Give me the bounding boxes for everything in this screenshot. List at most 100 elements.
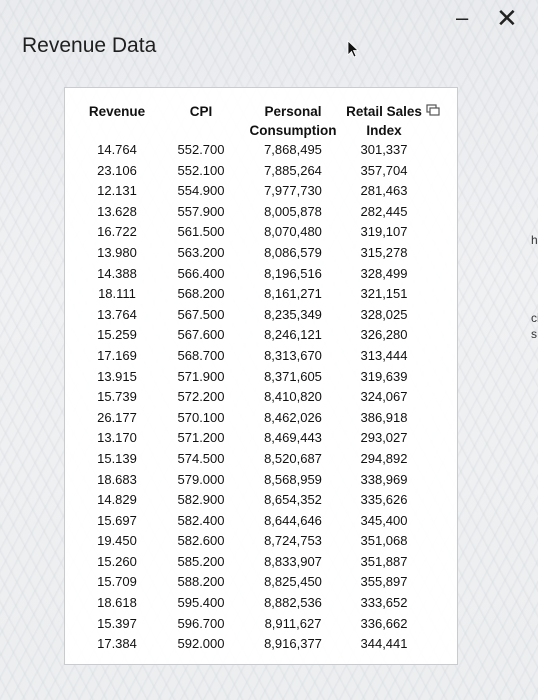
table-cell: 552.100 (177, 162, 225, 178)
table-row: 17.384 592.000 8,916,377 344,441 (77, 634, 427, 655)
table-cell: 8,644,646 (264, 512, 322, 528)
close-button[interactable]: ✕ (496, 3, 518, 33)
table-cell: 328,025 (360, 306, 408, 322)
table-cell: 7,977,730 (264, 183, 322, 199)
table-cell: 8,916,377 (264, 636, 322, 652)
table-cell: 321,151 (360, 286, 408, 302)
table-cell: 552.700 (177, 142, 225, 157)
table-cell: 574.500 (177, 450, 225, 466)
table-row: 18.683 579.000 8,568,959 338,969 (77, 470, 427, 491)
table-cell: 15.697 (97, 512, 137, 528)
table-cell: 336,662 (360, 615, 408, 631)
table-cell: 7,868,495 (264, 142, 322, 157)
table-cell: 13.980 (97, 244, 137, 260)
table-cell: 357,704 (360, 162, 408, 178)
table-cell: 8,568,959 (264, 471, 322, 487)
data-table-panel: Revenue CPI Personal Consumption Retail … (64, 87, 458, 665)
table-cell: 13.170 (97, 430, 137, 446)
table-cell: 319,107 (360, 224, 408, 240)
table-cell: 293,027 (360, 430, 408, 446)
table-cell: 335,626 (360, 492, 408, 508)
table-row: 15.397 596.700 8,911,627 336,662 (77, 614, 427, 635)
table-cell: 13.764 (97, 306, 137, 322)
table-row: 19.450 582.600 8,724,753 351,068 (77, 531, 427, 552)
table-cell: 568.700 (177, 347, 225, 363)
table-cell: 338,969 (360, 471, 408, 487)
table-cell: 282,445 (360, 203, 408, 219)
table-cell: 18.683 (97, 471, 137, 487)
table-cell: 355,897 (360, 574, 408, 590)
table-cell: 281,463 (360, 183, 408, 199)
table-cell: 15.260 (97, 553, 137, 569)
column-header: Retail Sales Index (346, 104, 422, 138)
table-row: 15.139 574.500 8,520,687 294,892 (77, 449, 427, 470)
table-cell: 7,885,264 (264, 162, 322, 178)
table-cell: 315,278 (360, 244, 408, 260)
table-cell: 567.500 (177, 306, 225, 322)
table-cell: 8,911,627 (264, 615, 322, 631)
table-cell: 351,887 (360, 553, 408, 569)
table-cell: 301,337 (360, 142, 408, 157)
table-cell: 18.618 (97, 595, 137, 611)
table-cell: 8,410,820 (264, 389, 322, 405)
table-cell: 579.000 (177, 471, 225, 487)
table-cell: 8,825,450 (264, 574, 322, 590)
table-cell: 566.400 (177, 265, 225, 281)
edge-text-fragment: s (531, 327, 537, 341)
table-cell: 386,918 (360, 409, 408, 425)
table-cell: 12.131 (97, 183, 137, 199)
edge-text-fragment: h (531, 233, 538, 247)
table-row: 15.739 572.200 8,410,820 324,067 (77, 387, 427, 408)
table-cell: 8,235,349 (264, 306, 322, 322)
pointer-arrow-icon (347, 40, 360, 58)
table-cell: 16.722 (97, 224, 137, 240)
table-row: 13.915 571.900 8,371,605 319,639 (77, 367, 427, 388)
table-cell: 15.259 (97, 327, 137, 343)
table-cell: 14.829 (97, 492, 137, 508)
revenue-data-table: Revenue CPI Personal Consumption Retail … (77, 102, 427, 655)
table-cell: 572.200 (177, 389, 225, 405)
table-cell: 8,724,753 (264, 533, 322, 549)
table-cell: 582.600 (177, 533, 225, 549)
table-cell: 15.397 (97, 615, 137, 631)
table-row: 14.829 582.900 8,654,352 335,626 (77, 490, 427, 511)
table-cell: 326,280 (360, 327, 408, 343)
table-cell: 8,469,443 (264, 430, 322, 446)
table-cell: 8,371,605 (264, 368, 322, 384)
table-row: 13.764 567.500 8,235,349 328,025 (77, 305, 427, 326)
table-row: 13.170 571.200 8,469,443 293,027 (77, 428, 427, 449)
table-row: 13.980 563.200 8,086,579 315,278 (77, 243, 427, 264)
table-cell: 561.500 (177, 224, 225, 240)
table-cell: 554.900 (177, 183, 225, 199)
table-cell: 595.400 (177, 595, 225, 611)
table-cell: 571.900 (177, 368, 225, 384)
table-cell: 8,313,670 (264, 347, 322, 363)
table-header-row: Revenue CPI Personal Consumption Retail … (77, 102, 427, 140)
copy-icon[interactable] (426, 104, 440, 116)
window-title: Revenue Data (22, 34, 157, 57)
table-cell: 344,441 (360, 636, 408, 652)
table-cell: 8,520,687 (264, 450, 322, 466)
table-cell: 8,882,536 (264, 595, 322, 611)
table-cell: 8,005,878 (264, 203, 322, 219)
table-cell: 15.139 (97, 450, 137, 466)
table-row: 13.628 557.900 8,005,878 282,445 (77, 202, 427, 223)
edge-text-fragment: ci (531, 311, 538, 325)
minimize-button[interactable]: – (456, 5, 469, 30)
table-cell: 596.700 (177, 615, 225, 631)
table-row: 18.111 568.200 8,161,271 321,151 (77, 284, 427, 305)
table-cell: 8,654,352 (264, 492, 322, 508)
table-cell: 567.600 (177, 327, 225, 343)
table-cell: 26.177 (97, 409, 137, 425)
table-cell: 18.111 (98, 286, 136, 302)
table-cell: 563.200 (177, 244, 225, 260)
table-cell: 568.200 (177, 286, 225, 302)
table-cell: 592.000 (177, 636, 225, 652)
table-cell: 17.169 (97, 347, 137, 363)
column-header: Revenue (88, 104, 146, 119)
table-cell: 14.764 (97, 142, 137, 157)
table-row: 15.260 585.200 8,833,907 351,887 (77, 552, 427, 573)
table-cell: 17.384 (97, 636, 137, 652)
table-row: 23.106 552.100 7,885,264 357,704 (77, 161, 427, 182)
table-cell: 8,833,907 (264, 553, 322, 569)
